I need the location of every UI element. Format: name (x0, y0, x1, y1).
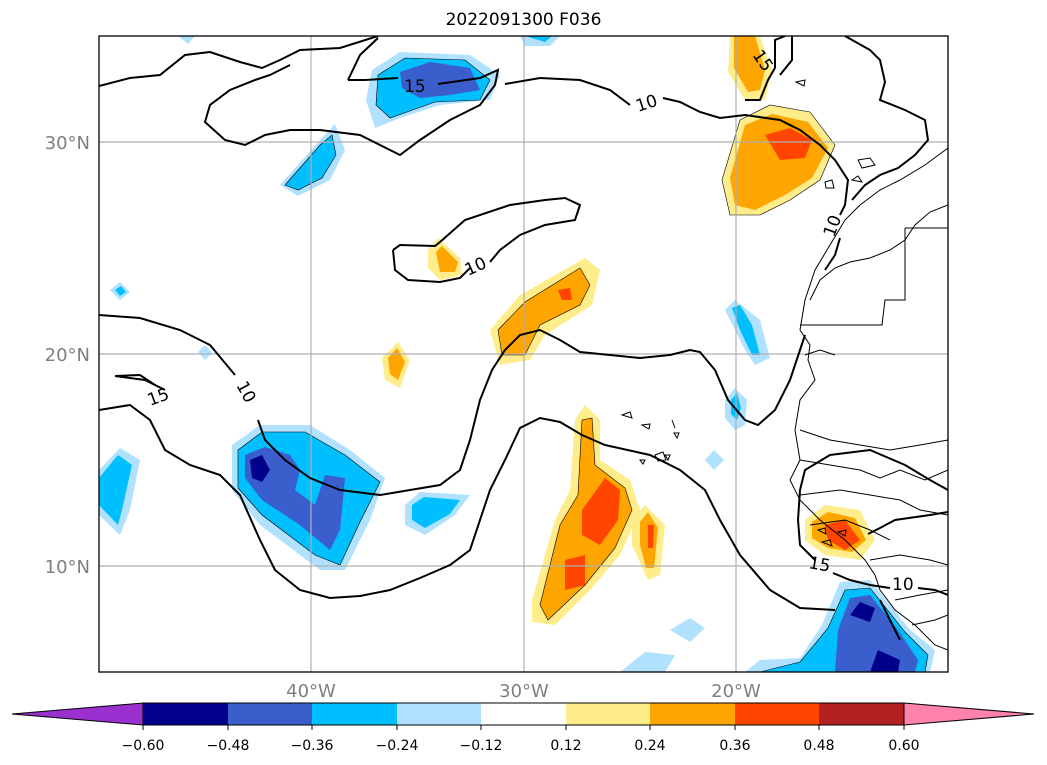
contour-label: 10 (892, 575, 914, 595)
colorbar-tick-label: −0.60 (122, 738, 165, 754)
lat-label: 20°N (45, 345, 90, 366)
colorbar-tick-label: 0.36 (719, 738, 750, 754)
gridlines (99, 36, 948, 672)
colorbar-tick-label: 0.24 (634, 738, 665, 754)
shaded-field (99, 36, 935, 672)
colorbar-tick-label: −0.48 (207, 738, 250, 754)
contour-label: 10 (820, 213, 846, 240)
map-title: 2022091300 F036 (445, 10, 602, 30)
contour-label: 10 (633, 91, 660, 117)
contour-label: 15 (807, 553, 832, 576)
colorbar-tick-label: −0.36 (291, 738, 334, 754)
colorbar-segment (735, 703, 819, 725)
colorbar-segment (566, 703, 650, 725)
coastlines (620, 79, 948, 651)
colorbar-segment (143, 703, 228, 725)
colorbar-segment (481, 703, 566, 725)
lon-label: 30°W (499, 681, 549, 702)
lon-label: 40°W (286, 681, 336, 702)
lon-label: 20°W (711, 681, 761, 702)
colorbar-segment (312, 703, 397, 725)
colorbar-extend-low (11, 702, 144, 726)
colorbar-ticks (142, 725, 905, 730)
colorbar-segment (819, 703, 904, 725)
contour-label: 15 (145, 385, 172, 411)
shading-edges (237, 57, 929, 672)
colorbar-tick-label: −0.12 (460, 738, 503, 754)
lat-label: 10°N (45, 557, 90, 578)
contour-lines (99, 36, 948, 641)
colorbar-extend-high (903, 702, 1035, 726)
colorbar-tick-label: 0.12 (550, 738, 581, 754)
contour-label: 10 (462, 253, 490, 280)
map-frame (98, 35, 949, 673)
colorbar-segment (397, 703, 481, 725)
contour-label: 15 (404, 77, 426, 97)
colorbar-tick-label: 0.48 (803, 738, 834, 754)
colorbar-segment (228, 703, 312, 725)
colorbar-segment (650, 703, 735, 725)
colorbar-tick-label: −0.24 (376, 738, 419, 754)
lat-label: 30°N (45, 133, 90, 154)
contour-label: 10 (232, 378, 260, 406)
colorbar-tick-label: 0.60 (888, 738, 919, 754)
colorbar: −0.60 −0.48 −0.36 −0.24 −0.12 0.12 0.24 … (11, 702, 1035, 754)
colorbar-outline (142, 702, 905, 726)
